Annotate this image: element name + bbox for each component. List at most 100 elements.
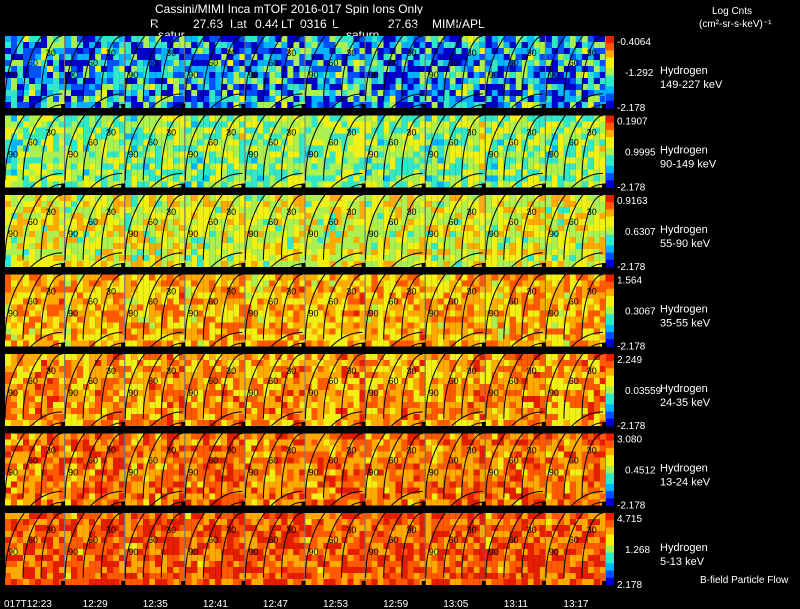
- heatmap-cell: [155, 145, 162, 152]
- heatmap-cell: [149, 304, 156, 311]
- heatmap-cell: [557, 36, 564, 42]
- heatmap-cell: [245, 72, 252, 78]
- heatmap-cell: [389, 151, 396, 158]
- heatmap-cell: [329, 78, 336, 84]
- heatmap-cell: [431, 36, 438, 42]
- heatmap-cell: [485, 201, 492, 207]
- pitch-angle-label: 30: [46, 48, 56, 58]
- heatmap-cell: [473, 66, 480, 72]
- colorbar-segment: [606, 137, 614, 142]
- heatmap-cell: [5, 175, 11, 182]
- heatmap-cell: [167, 42, 174, 48]
- heatmap-cell: [293, 286, 300, 293]
- heatmap-cell: [251, 237, 258, 243]
- heatmap-cell: [323, 255, 330, 261]
- heatmap-cell: [167, 231, 174, 237]
- heatmap-cell: [149, 195, 156, 201]
- heatmap-cell: [191, 225, 198, 231]
- heatmap-cell: [401, 322, 408, 329]
- heatmap-cell: [371, 115, 378, 122]
- heatmap-cell: [101, 42, 108, 48]
- heatmap-cell: [371, 96, 378, 102]
- heatmap-cell: [5, 151, 11, 158]
- heatmap-cell: [359, 84, 365, 90]
- heatmap-cell: [299, 42, 305, 48]
- heatmap-cell: [461, 334, 468, 341]
- heatmap-cell: [371, 175, 378, 182]
- heatmap-cell: [497, 60, 504, 66]
- heatmap-cell: [593, 127, 600, 134]
- heatmap-cell: [371, 195, 378, 201]
- heatmap-cell: [11, 207, 17, 213]
- heatmap-cell: [95, 36, 102, 42]
- heatmap-cell: [485, 133, 492, 140]
- heatmap-cell: [323, 48, 330, 54]
- heatmap-cell: [365, 145, 372, 152]
- heatmap-cell: [569, 66, 576, 72]
- heatmap-cell: [299, 286, 305, 293]
- heatmap-cell: [41, 133, 47, 140]
- heatmap-cell: [437, 328, 444, 335]
- heatmap-cell: [461, 201, 468, 207]
- heatmap-cell: [479, 219, 485, 225]
- heatmap-cell: [245, 133, 252, 140]
- heatmap-cell: [317, 84, 324, 90]
- heatmap-cell: [113, 310, 120, 317]
- heatmap-cell: [113, 292, 120, 299]
- heatmap-cell: [233, 298, 240, 305]
- heatmap-cell: [323, 334, 330, 341]
- heatmap-cell: [149, 72, 156, 78]
- heatmap-cell: [269, 42, 276, 48]
- heatmap-cell: [131, 66, 138, 72]
- heatmap-cell: [11, 96, 17, 102]
- heatmap-cell: [59, 195, 65, 201]
- heatmap-cell: [569, 96, 576, 102]
- heatmap-cell: [227, 255, 234, 261]
- heatmap-cell: [95, 66, 102, 72]
- heatmap-cell: [587, 157, 594, 164]
- heatmap-cell: [287, 292, 294, 299]
- heatmap-cell: [239, 127, 245, 134]
- heatmap-cell: [167, 139, 174, 146]
- heatmap-cell: [245, 286, 252, 293]
- heatmap-cell: [101, 255, 108, 261]
- heatmap-cell: [161, 237, 168, 243]
- heatmap-cell: [89, 231, 96, 237]
- heatmap-cell: [227, 90, 234, 96]
- heatmap-cell: [341, 237, 348, 243]
- heatmap-cell: [53, 231, 59, 237]
- heatmap-cell: [113, 249, 120, 255]
- heatmap-cell: [269, 102, 276, 108]
- heatmap-cell: [479, 121, 485, 128]
- heatmap-cell: [155, 195, 162, 201]
- heatmap-cell: [47, 274, 53, 281]
- heatmap-cell: [551, 255, 558, 261]
- heatmap-cell: [389, 213, 396, 219]
- heatmap-cell: [533, 145, 540, 152]
- heatmap-cell: [233, 201, 240, 207]
- heatmap-cell: [329, 231, 336, 237]
- heatmap-cell: [197, 243, 204, 249]
- heatmap-cell: [473, 304, 480, 311]
- heatmap-cell: [299, 207, 305, 213]
- heatmap-cell: [365, 157, 372, 164]
- heatmap-cell: [575, 261, 582, 267]
- heatmap-cell: [521, 96, 528, 102]
- heatmap-cell: [185, 36, 192, 42]
- heatmap-cell: [353, 78, 360, 84]
- heatmap-cell: [473, 54, 480, 60]
- heatmap-cell: [305, 334, 312, 341]
- heatmap-cell: [551, 54, 558, 60]
- pitch-angle-contour: [142, 104, 183, 181]
- heatmap-cell: [239, 304, 245, 311]
- heatmap-cell: [455, 195, 462, 201]
- heatmap-cell: [119, 145, 125, 152]
- heatmap-cell: [179, 157, 185, 164]
- heatmap-cell: [263, 78, 270, 84]
- heatmap-cell: [515, 54, 522, 60]
- heatmap-cell: [311, 133, 318, 140]
- heatmap-cell: [281, 340, 288, 347]
- heatmap-cell: [215, 280, 222, 287]
- heatmap-cell: [461, 274, 468, 281]
- heatmap-cell: [197, 78, 204, 84]
